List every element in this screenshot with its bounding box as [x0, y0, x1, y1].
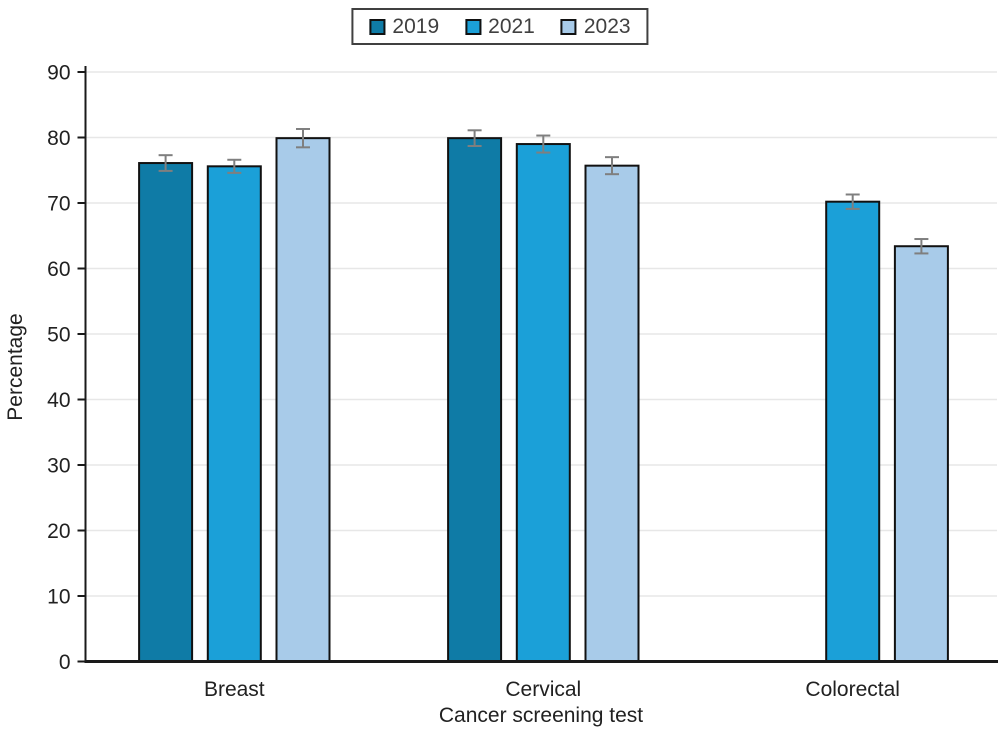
y-tick-label-10: 10 — [47, 586, 70, 609]
error-bars-group — [158, 127, 929, 255]
error-bar-cervical-2021 — [536, 134, 551, 154]
y-axis-tick-labels: 0 10 20 30 40 50 60 70 80 90 — [47, 62, 70, 675]
y-tick-label-80: 80 — [47, 127, 70, 150]
bar-breast-2019 — [138, 162, 194, 663]
error-bar-breast-2021 — [227, 158, 242, 174]
x-axis-title: Cancer screening test — [439, 704, 643, 727]
legend-item-2023: 2023 — [560, 15, 631, 38]
bar-cervical-2023 — [584, 164, 640, 663]
bar-cervical-2019 — [447, 137, 503, 663]
bar-cervical-2021 — [515, 143, 571, 663]
error-bar-colorectal-2023 — [914, 238, 929, 255]
legend-swatch-2019 — [369, 18, 386, 35]
y-tick-label-90: 90 — [47, 62, 70, 85]
error-bar-breast-2023 — [296, 127, 310, 149]
y-tick-label-50: 50 — [47, 324, 70, 347]
legend-swatch-2021 — [465, 18, 482, 35]
bar-breast-2021 — [206, 165, 262, 663]
chart-legend: 2019 2021 2023 — [351, 8, 649, 45]
legend-label: 2023 — [583, 15, 631, 38]
y-tick-label-70: 70 — [47, 193, 70, 216]
legend-item-2021: 2021 — [465, 16, 535, 37]
y-tick-label-60: 60 — [47, 258, 70, 281]
y-tick-label-0: 0 — [59, 651, 71, 674]
y-tick-label-30: 30 — [47, 455, 70, 478]
x-category-label-cervical: Cervical — [505, 678, 581, 701]
error-bar-cervical-2019 — [467, 129, 482, 148]
legend-swatch-2023 — [560, 18, 577, 35]
error-bar-breast-2019 — [158, 154, 173, 172]
legend-item-2019: 2019 — [369, 16, 439, 37]
bar-colorectal-2021 — [825, 200, 881, 663]
axes — [77, 66, 998, 663]
legend-label: 2021 — [488, 15, 535, 38]
y-tick-label-40: 40 — [47, 389, 70, 412]
x-category-label-breast: Breast — [204, 678, 265, 701]
bar-breast-2023 — [275, 137, 331, 663]
error-bar-cervical-2023 — [605, 156, 619, 176]
error-bar-colorectal-2021 — [845, 193, 860, 210]
y-tick-label-20: 20 — [47, 520, 70, 543]
bars-group — [138, 137, 949, 663]
bar-colorectal-2023 — [893, 245, 949, 663]
x-category-label-colorectal: Colorectal — [805, 678, 900, 701]
legend-label: 2019 — [392, 15, 440, 38]
x-axis-category-labels: Breast Cervical Colorectal — [204, 678, 900, 701]
y-axis-title: Percentage — [4, 313, 27, 420]
